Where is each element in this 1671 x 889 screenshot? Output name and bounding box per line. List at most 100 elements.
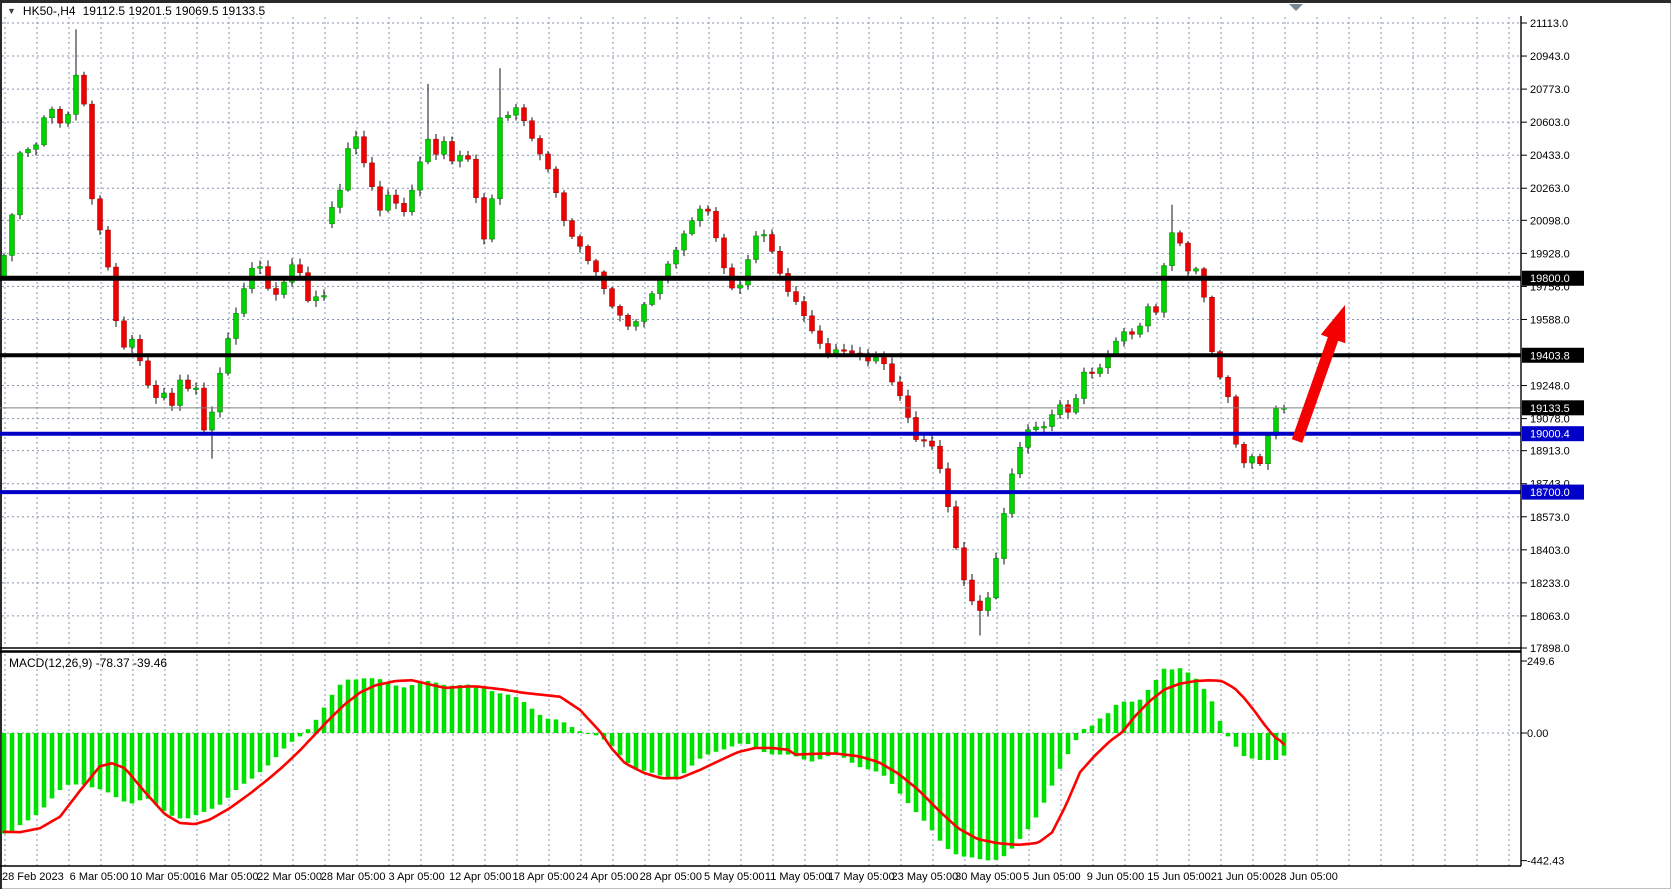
price-level-badge-bg xyxy=(1522,270,1584,286)
current-price-badge: 19133.5 xyxy=(1530,403,1570,415)
bull-candle xyxy=(1,255,7,279)
macd-histogram-bar xyxy=(433,682,439,733)
price-level-badge: 19403.8 xyxy=(1530,350,1570,362)
macd-histogram-bar xyxy=(977,733,983,860)
macd-histogram-bar xyxy=(849,733,855,763)
price-axis[interactable]: 21113.0 20943.0 20773.0 20603.0 20433.0 20263… xyxy=(1520,3,1670,883)
bear-candle xyxy=(97,198,103,231)
trend-arrow-shaft[interactable] xyxy=(1291,331,1341,443)
ohlc-values: 19112.5 19201.5 19069.5 19133.5 xyxy=(82,4,266,18)
date-tick-label: 22 Mar 05:00 xyxy=(257,871,322,883)
macd-histogram-bar xyxy=(97,733,103,790)
macd-histogram-bar xyxy=(1257,733,1263,760)
bull-candle xyxy=(49,108,55,118)
macd-histogram-bar xyxy=(793,733,799,757)
bull-candle xyxy=(321,295,327,298)
bull-candle xyxy=(761,234,767,237)
macd-histogram-bar xyxy=(41,733,47,808)
bull-candle xyxy=(1081,371,1087,399)
price-tick-label: 20603.0 xyxy=(1530,117,1570,129)
bull-candle xyxy=(161,392,167,398)
macd-histogram-bar xyxy=(993,733,999,860)
macd-histogram-bar xyxy=(57,733,63,791)
macd-histogram-bar xyxy=(1113,704,1119,733)
macd-histogram-bar xyxy=(985,733,991,861)
macd-histogram-bar xyxy=(833,733,839,755)
bull-candle xyxy=(337,189,343,208)
price-level-badge-bg xyxy=(1522,426,1584,442)
date-tick-label: 18 Apr 05:00 xyxy=(513,871,575,883)
macd-histogram-bar xyxy=(489,691,495,733)
bull-candle xyxy=(689,220,695,235)
date-tick-label: 5 May 05:00 xyxy=(704,871,765,883)
bull-candle xyxy=(329,207,335,225)
macd-histogram-bar xyxy=(897,733,903,794)
macd-histogram-bar xyxy=(889,733,895,784)
macd-histogram-bar xyxy=(17,733,23,826)
bull-candle xyxy=(737,284,743,289)
bear-candle xyxy=(305,272,311,302)
macd-histogram-bar xyxy=(553,719,559,733)
levels-layer xyxy=(0,275,1521,495)
macd-histogram-bar xyxy=(65,733,71,785)
macd-histogram-bar xyxy=(1001,733,1007,857)
bull-candle xyxy=(497,117,503,199)
macd-histogram-bar xyxy=(481,688,487,733)
macd-histogram-bar xyxy=(73,733,79,785)
bull-candle xyxy=(1017,447,1023,475)
price-tick-label: 19078.0 xyxy=(1530,414,1570,426)
chart-shift-marker-icon[interactable] xyxy=(1289,4,1303,11)
bear-candle xyxy=(1153,306,1159,313)
macd-tick-label: 249.6 xyxy=(1527,656,1555,668)
bull-candle xyxy=(657,278,663,294)
macd-histogram-bar xyxy=(801,733,807,760)
macd-histogram-bar xyxy=(1033,733,1039,818)
macd-histogram-bar xyxy=(841,733,847,758)
macd-histogram-bar xyxy=(969,733,975,858)
bear-candle xyxy=(1201,268,1207,298)
macd-histogram-bar xyxy=(497,693,503,733)
date-tick-label: 28 Jun 05:00 xyxy=(1274,871,1338,883)
macd-histogram-bar xyxy=(1081,729,1087,733)
macd-histogram-bar xyxy=(777,733,783,755)
macd-histogram-bar xyxy=(1177,668,1183,733)
macd-histogram-bar xyxy=(721,733,727,750)
macd-histogram-bar xyxy=(665,733,671,779)
macd-histogram-bar xyxy=(225,733,231,798)
bear-candle xyxy=(569,220,575,237)
date-tick-label: 15 Jun 05:00 xyxy=(1147,871,1211,883)
price-tick-label: 19248.0 xyxy=(1530,381,1570,393)
bear-candle xyxy=(481,197,487,240)
bull-candle xyxy=(9,214,15,256)
bear-candle xyxy=(297,264,303,273)
price-tick-label: 18913.0 xyxy=(1530,446,1570,458)
macd-histogram-bar xyxy=(697,733,703,759)
macd-histogram-bar xyxy=(1273,733,1279,761)
macd-histogram-bar xyxy=(625,733,631,764)
trend-arrow-head[interactable] xyxy=(1320,305,1346,344)
macd-histogram-bar xyxy=(201,733,207,812)
bear-candle xyxy=(977,600,983,611)
macd-histogram-bar xyxy=(153,733,159,805)
macd-histogram-bar xyxy=(441,684,447,733)
macd-histogram-bar xyxy=(561,722,567,733)
bear-candle xyxy=(169,392,175,406)
macd-signal-line xyxy=(2,678,1286,847)
bear-candle xyxy=(1089,371,1095,374)
bull-candle xyxy=(1161,265,1167,313)
symbol-dropdown-icon[interactable]: ▼ xyxy=(7,5,16,16)
macd-histogram-bar xyxy=(537,714,543,733)
bull-candle xyxy=(513,107,519,116)
date-tick-label: 9 Jun 05:00 xyxy=(1087,871,1145,883)
macd-histogram-bar xyxy=(137,733,143,801)
macd-histogram-bar xyxy=(745,733,751,745)
axis-background xyxy=(1521,3,1670,883)
bull-candle xyxy=(353,136,359,149)
macd-histogram-bar xyxy=(49,733,55,799)
price-tick-label: 21113.0 xyxy=(1530,18,1568,30)
price-level-badge: 19800.0 xyxy=(1530,273,1570,285)
bear-candle xyxy=(449,141,455,162)
macd-histogram-bar xyxy=(729,733,735,747)
